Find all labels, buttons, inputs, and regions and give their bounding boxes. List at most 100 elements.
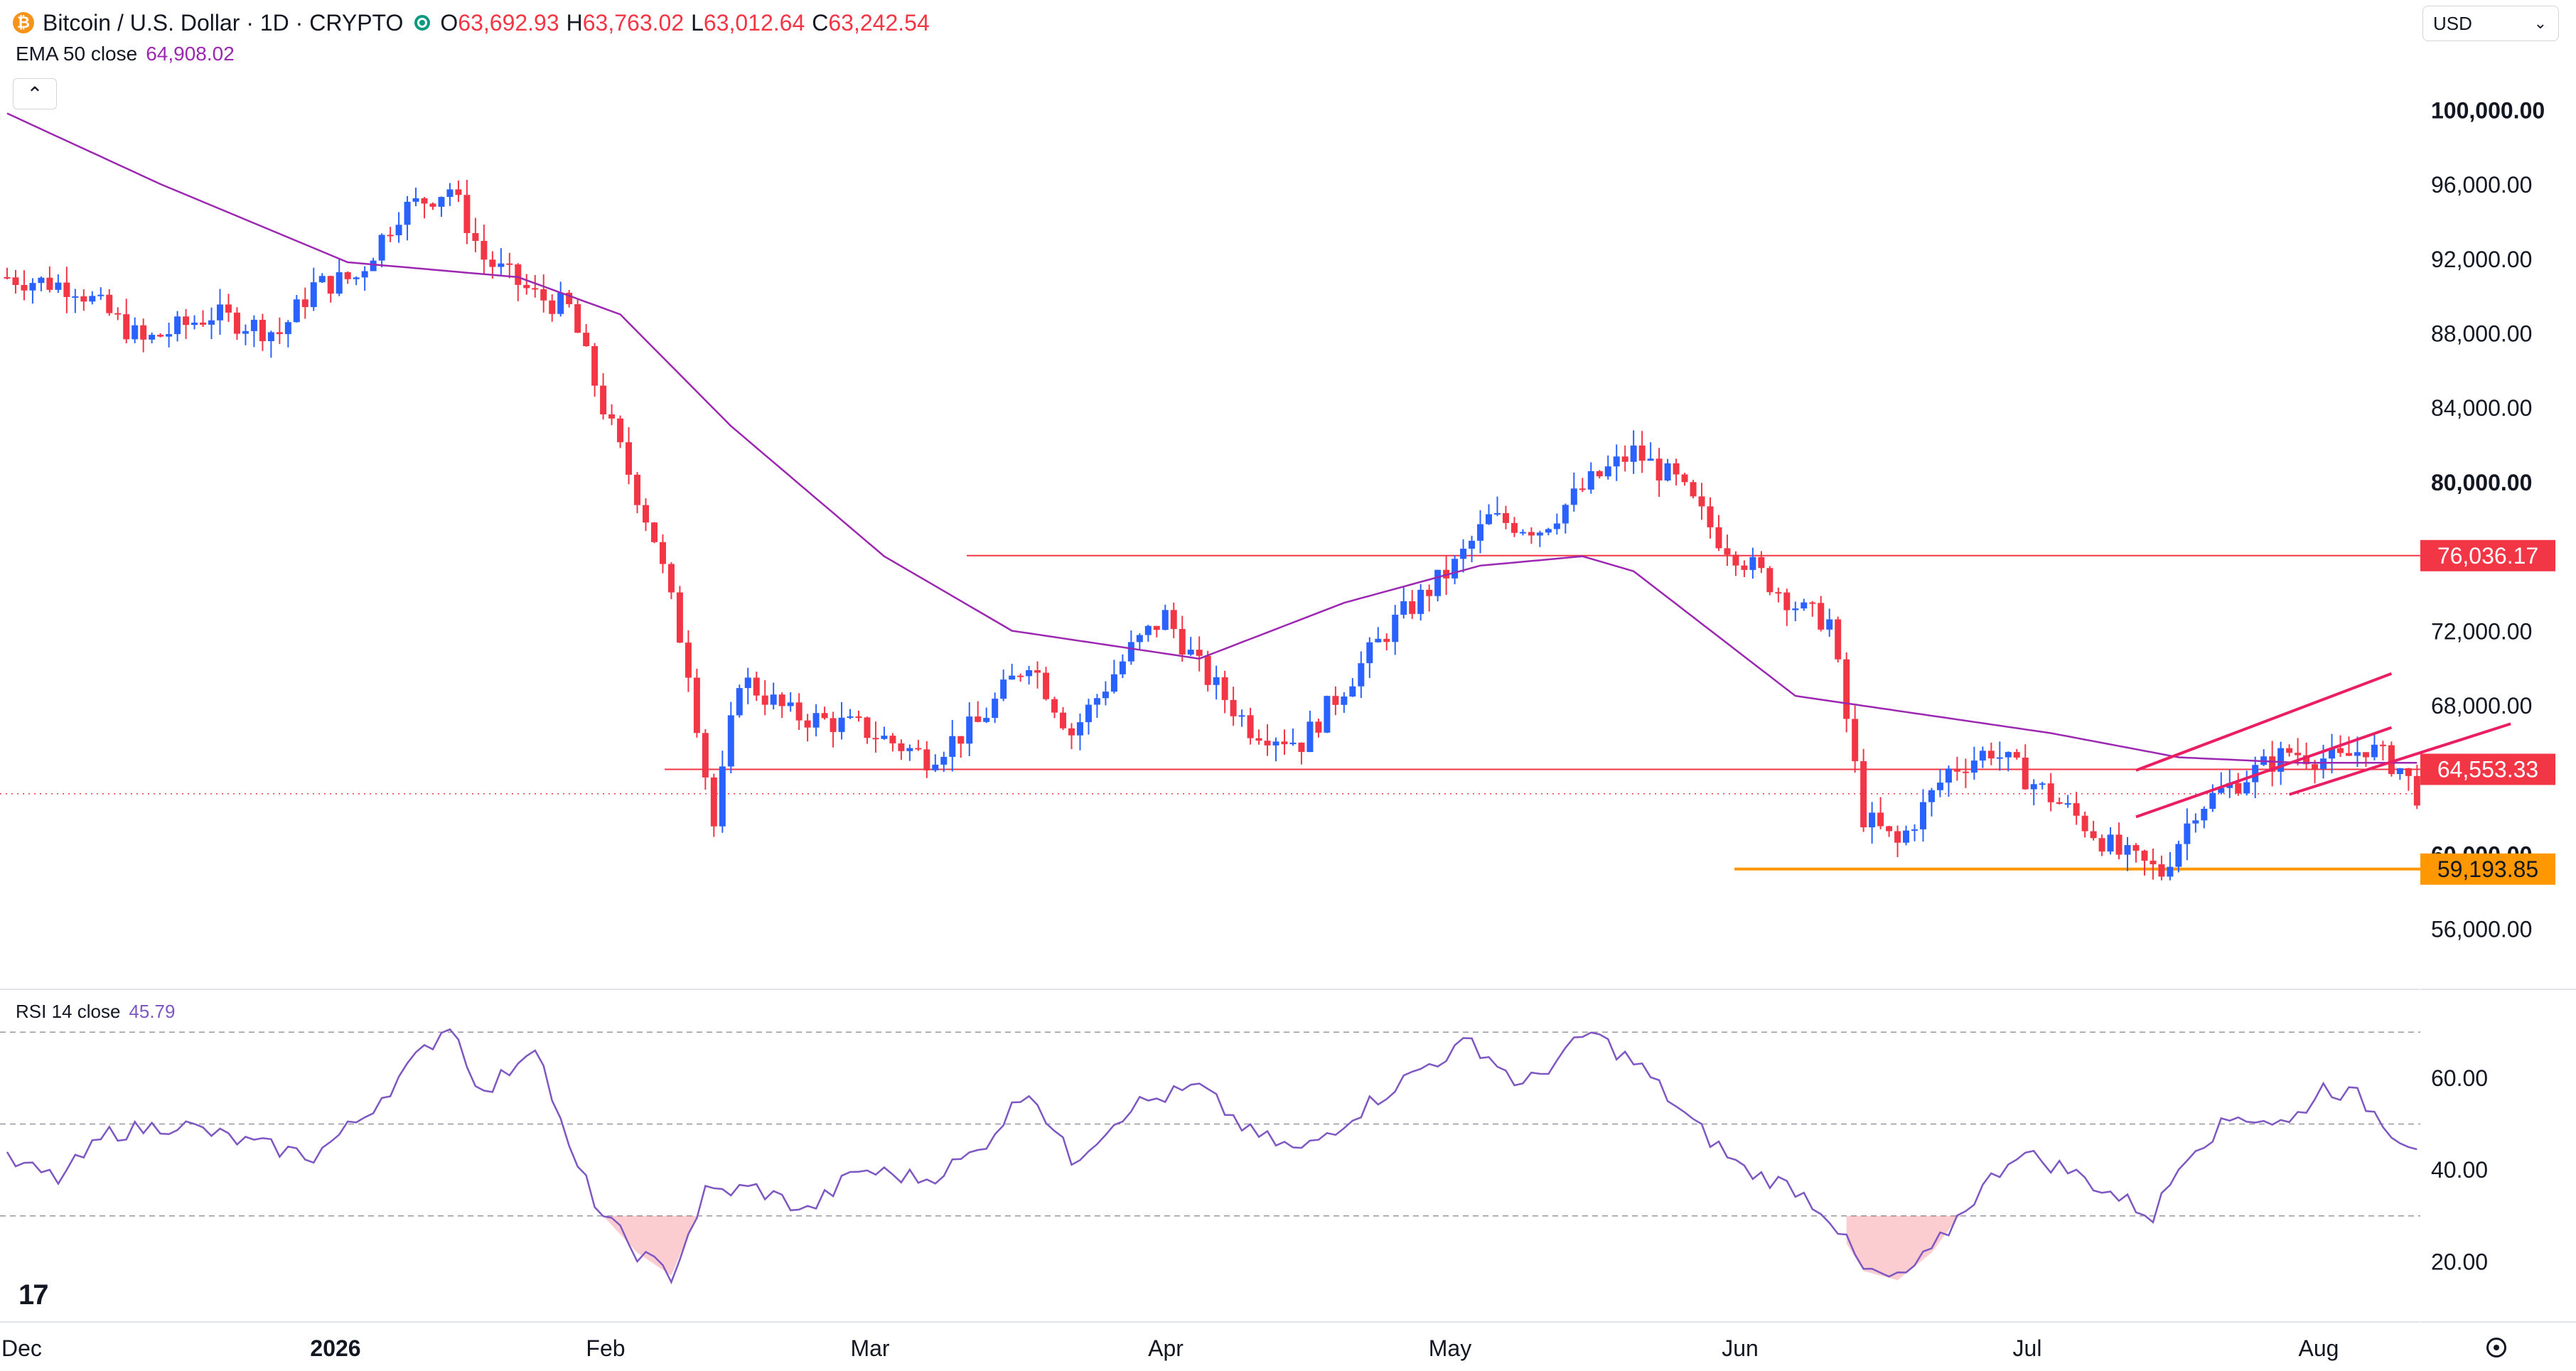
y-tick-label: 96,000.00	[2431, 172, 2532, 198]
candle-body	[540, 289, 547, 301]
candle-body	[1519, 532, 1526, 534]
candle-body	[693, 677, 700, 733]
ema-legend[interactable]: EMA 50 close 64,908.02	[16, 43, 235, 65]
candle-body	[1570, 488, 1577, 505]
candle-body	[1358, 663, 1365, 687]
candle-body	[1928, 790, 1935, 802]
candle-body	[915, 748, 922, 750]
candle-body	[301, 299, 308, 308]
candle-body	[1034, 670, 1041, 673]
candle-body	[267, 332, 274, 342]
candle-body	[2396, 768, 2403, 775]
candle-body	[1060, 712, 1067, 728]
y-tick-label: 92,000.00	[2431, 247, 2532, 272]
ema-value: 64,908.02	[146, 43, 235, 65]
mid-level-price-label: 64,553.33	[2437, 756, 2538, 782]
candle-body	[327, 276, 334, 294]
candle-body	[2405, 768, 2412, 776]
candle-body	[2167, 866, 2174, 877]
candle-body	[1409, 601, 1416, 614]
currency-select[interactable]: USD ⌄	[2422, 6, 2559, 41]
candle-body	[1953, 768, 1960, 772]
candle-body	[2141, 850, 2148, 861]
candle-body	[191, 322, 198, 326]
candle-body	[1443, 569, 1450, 579]
candle-body	[2312, 764, 2319, 769]
x-tick-label: May	[1429, 1335, 1471, 1361]
resistance-price-label: 76,036.17	[2437, 543, 2538, 569]
candle-body	[1809, 602, 1816, 604]
collapse-legend-button[interactable]: ⌃	[13, 78, 57, 109]
ema-label: EMA 50 close	[16, 43, 138, 65]
candle-body	[1324, 696, 1331, 733]
bitcoin-icon: ₿	[13, 12, 34, 33]
candle-body	[881, 736, 888, 739]
candle-body	[489, 259, 496, 267]
candle-body	[114, 313, 122, 315]
candle-body	[1783, 592, 1791, 611]
symbol-title[interactable]: Bitcoin / U.S. Dollar · 1D · CRYPTO	[43, 9, 404, 36]
candle-body	[566, 292, 573, 304]
gear-icon[interactable]	[2486, 1338, 2506, 1357]
candle-body	[1970, 760, 1977, 773]
candle-body	[1673, 463, 1680, 475]
candle-body	[600, 385, 607, 415]
candle-body	[387, 235, 394, 237]
rsi-tick-label: 40.00	[2431, 1157, 2488, 1183]
candle-body	[89, 296, 96, 302]
candle-body	[1076, 722, 1083, 736]
candle-body	[549, 300, 556, 314]
candle-body	[2073, 803, 2080, 816]
candle-body	[787, 702, 794, 706]
candle-body	[523, 284, 530, 289]
candle-body	[1766, 568, 1773, 593]
candle-body	[795, 702, 803, 721]
x-tick-label: Feb	[586, 1335, 625, 1361]
candle-body	[183, 316, 190, 326]
candle-body	[1170, 610, 1177, 629]
candle-body	[1621, 456, 1628, 462]
candle-body	[225, 304, 232, 313]
candle-body	[778, 694, 785, 706]
candle-body	[2056, 802, 2063, 804]
candle-body	[2413, 775, 2420, 806]
candle-body	[1843, 659, 1850, 719]
candle-body	[1903, 830, 1910, 843]
candle-body	[1562, 505, 1569, 524]
candle-body	[957, 736, 965, 744]
candle-body	[906, 748, 913, 751]
candle-body	[1349, 686, 1356, 697]
candle-body	[1144, 625, 1152, 635]
candle-body	[1486, 514, 1493, 525]
candle-body	[46, 277, 53, 290]
candle-body	[1272, 741, 1279, 746]
candle-body	[2379, 744, 2386, 746]
candle-body	[166, 334, 173, 337]
candle-body	[1630, 445, 1637, 462]
candle-body	[761, 695, 768, 705]
candle-body	[2150, 861, 2157, 865]
candle-body	[1920, 802, 1926, 829]
candle-body	[685, 643, 692, 678]
candle-body	[1127, 642, 1134, 662]
candle-body	[821, 713, 828, 719]
candle-body	[864, 717, 871, 738]
candle-body	[2209, 792, 2216, 809]
candle-body	[1690, 482, 1697, 497]
candle-body	[1213, 677, 1220, 685]
candle-body	[1869, 812, 1876, 828]
candle-body	[217, 304, 223, 321]
candle-body	[1792, 608, 1799, 611]
candle-body	[1119, 661, 1126, 674]
candle-body	[1835, 619, 1842, 660]
candle-body	[1894, 831, 1901, 843]
rsi-legend[interactable]: RSI 14 close 45.79	[16, 1001, 175, 1023]
candle-body	[1826, 619, 1833, 630]
candle-body	[2192, 820, 2199, 824]
candle-body	[421, 198, 428, 204]
candle-body	[1987, 751, 1995, 759]
candle-body	[1230, 699, 1237, 716]
ohlc-low: L63,012.64	[691, 9, 805, 36]
x-tick-label: Mar	[850, 1335, 889, 1361]
